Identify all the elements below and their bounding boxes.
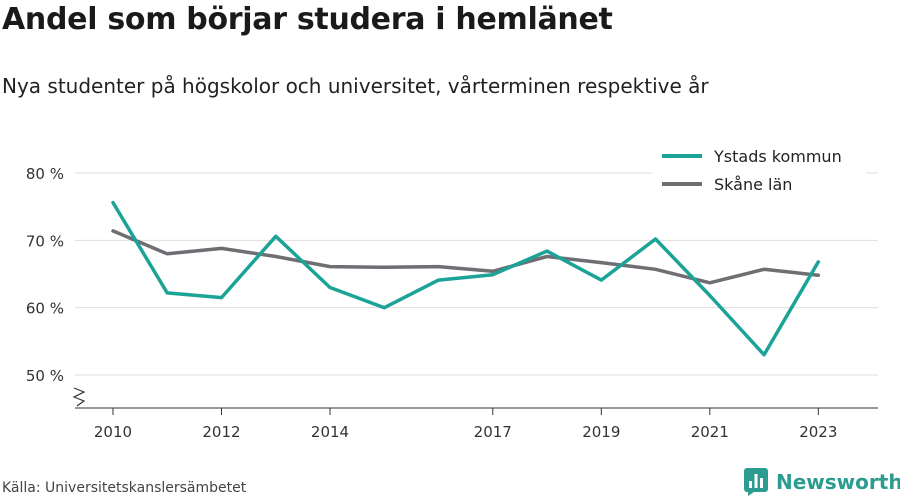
bar-chart-icon <box>744 468 768 496</box>
x-tick-label: 2014 <box>311 423 349 441</box>
chart-title: Andel som börjar studera i hemlänet <box>2 2 613 37</box>
y-tick-label: 50 % <box>26 367 64 385</box>
brand-name: Newsworthy <box>776 470 900 494</box>
newsworthy-logo: Newsworthy <box>744 468 900 496</box>
axes: 80 % 70 % 60 % 50 % 2010 2012 2014 2017 2019 2021… <box>26 165 878 441</box>
x-tick-label: 2010 <box>94 423 132 441</box>
y-tick-label: 80 % <box>26 165 64 183</box>
x-tick-label: 2023 <box>799 423 837 441</box>
legend-label: Ystads kommun <box>713 147 842 166</box>
chart-subtitle: Nya studenter på högskolor och universit… <box>2 74 709 98</box>
series-line-skane-lan <box>111 229 821 285</box>
x-tick-label: 2012 <box>202 423 240 441</box>
series-line-ystads-kommun <box>111 200 821 357</box>
x-tick-label: 2021 <box>691 423 729 441</box>
legend-label: Skåne län <box>714 175 792 194</box>
x-tick-label: 2019 <box>582 423 620 441</box>
y-tick-label: 60 % <box>26 300 64 318</box>
axis-break-mark <box>72 387 86 407</box>
legend-background <box>652 140 866 204</box>
y-tick-label: 70 % <box>26 232 64 250</box>
line-chart: 80 % 70 % 60 % 50 % 2010 2012 2014 2017 2019 2021… <box>25 140 878 441</box>
legend: Ystads kommun Skåne län <box>652 140 866 204</box>
x-tick-label: 2017 <box>474 423 512 441</box>
series-lines <box>111 200 821 357</box>
source-note: Källa: Universitetskanslersämbetet <box>2 480 247 496</box>
